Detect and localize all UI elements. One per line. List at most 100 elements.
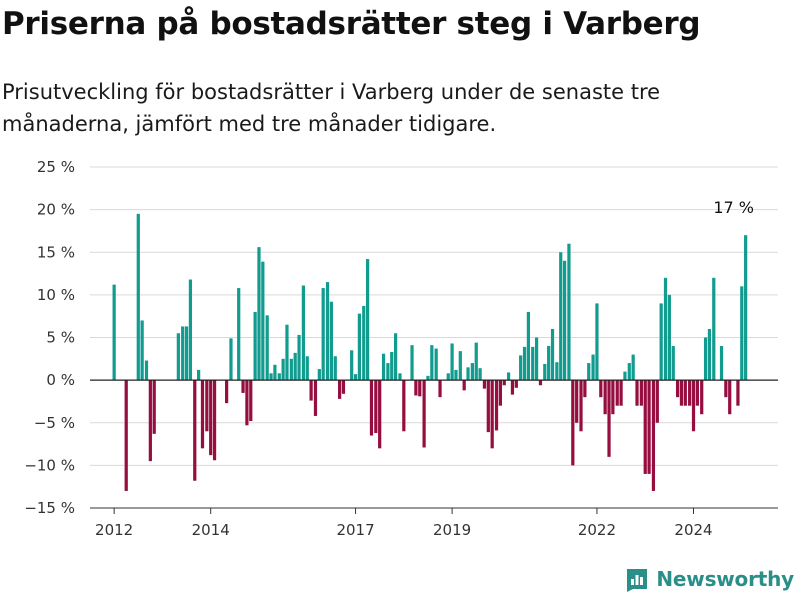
bar <box>474 342 478 381</box>
bar <box>353 374 358 381</box>
bar <box>152 380 156 434</box>
bar <box>357 313 362 381</box>
newsworthy-logo-icon <box>627 569 648 592</box>
bar <box>591 354 595 381</box>
bar <box>583 380 587 398</box>
bar <box>494 380 499 431</box>
bar <box>390 351 394 381</box>
bar <box>136 213 140 381</box>
bar <box>486 380 490 433</box>
bar <box>607 380 611 457</box>
bar <box>498 380 502 406</box>
bar <box>193 380 197 481</box>
bar <box>257 247 261 381</box>
bar <box>321 288 325 381</box>
bar <box>623 371 627 381</box>
bar <box>534 337 539 381</box>
bar <box>289 358 293 381</box>
bar <box>519 355 523 381</box>
bar <box>695 380 699 406</box>
bar <box>559 252 563 381</box>
bar <box>285 324 289 381</box>
bar <box>724 380 728 398</box>
bar <box>446 373 450 381</box>
bar <box>200 380 205 449</box>
bar <box>667 294 671 381</box>
bar <box>514 380 518 388</box>
bar <box>615 380 619 406</box>
bar <box>635 380 639 406</box>
bar <box>478 368 482 381</box>
bar <box>422 380 426 448</box>
bar <box>603 380 607 415</box>
bar <box>426 375 430 381</box>
bar <box>402 380 406 432</box>
bar <box>522 346 527 381</box>
bar <box>595 303 599 381</box>
bar <box>454 369 458 381</box>
bar <box>482 380 487 389</box>
bar <box>249 380 253 422</box>
bar <box>229 338 233 381</box>
bar <box>297 334 301 381</box>
bar <box>241 380 245 393</box>
bar <box>277 373 281 381</box>
bar <box>184 326 189 381</box>
x-tick-label: 2024 <box>674 521 712 539</box>
bar <box>490 380 494 449</box>
bar <box>647 380 651 474</box>
bar <box>555 362 559 381</box>
bar <box>237 288 241 381</box>
bar <box>362 305 366 381</box>
brand-logo: Newsworthy <box>624 564 794 594</box>
bar <box>703 337 708 381</box>
bar <box>719 346 724 381</box>
bar <box>253 311 257 381</box>
bar <box>663 277 668 381</box>
bar <box>627 363 631 381</box>
bar <box>313 380 318 416</box>
bar <box>688 380 692 406</box>
bar <box>538 380 543 386</box>
bar <box>386 363 390 381</box>
bar <box>683 380 687 406</box>
bar <box>510 380 515 395</box>
bar <box>462 380 466 391</box>
bar <box>369 380 374 436</box>
bar <box>450 343 454 381</box>
bar <box>458 351 462 381</box>
bar-series <box>112 213 748 491</box>
bar <box>269 373 273 381</box>
bar <box>619 380 623 406</box>
bar <box>245 380 249 426</box>
bar <box>466 367 470 381</box>
y-tick-label: 15 % <box>37 243 75 261</box>
bar <box>740 286 744 381</box>
y-tick-label: −5 % <box>34 414 75 432</box>
bar <box>293 352 297 381</box>
bar <box>438 380 442 398</box>
bar <box>209 380 213 456</box>
bar <box>700 380 704 415</box>
bar <box>188 279 193 381</box>
x-tick-label: 2012 <box>95 521 133 539</box>
bar <box>176 333 180 381</box>
y-tick-label: −10 % <box>24 456 75 474</box>
bar <box>374 380 378 433</box>
bar <box>587 363 591 381</box>
bar <box>579 380 583 432</box>
bar <box>329 301 334 381</box>
y-tick-label: −15 % <box>24 499 75 517</box>
bar <box>643 380 647 474</box>
bar <box>333 356 337 381</box>
bar <box>325 282 330 381</box>
bar <box>599 380 603 398</box>
bar <box>261 261 265 381</box>
brand-name: Newsworthy <box>656 567 794 591</box>
bar <box>181 326 185 381</box>
bar <box>212 380 217 461</box>
bar <box>659 303 663 381</box>
bar <box>550 328 555 381</box>
bar <box>744 235 748 381</box>
